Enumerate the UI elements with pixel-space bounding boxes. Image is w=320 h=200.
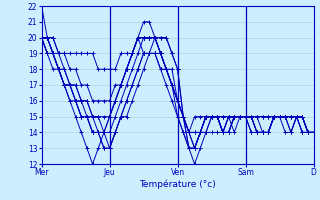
X-axis label: Température (°c): Température (°c)	[139, 180, 216, 189]
